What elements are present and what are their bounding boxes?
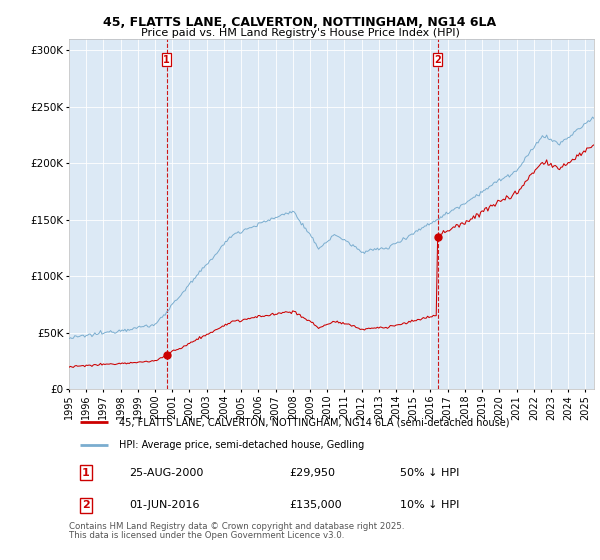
Text: 1: 1 [82, 468, 90, 478]
Text: 2: 2 [82, 500, 90, 510]
Text: 10% ↓ HPI: 10% ↓ HPI [400, 500, 459, 510]
Text: 45, FLATTS LANE, CALVERTON, NOTTINGHAM, NG14 6LA: 45, FLATTS LANE, CALVERTON, NOTTINGHAM, … [103, 16, 497, 29]
Text: 1: 1 [163, 55, 170, 65]
Text: HPI: Average price, semi-detached house, Gedling: HPI: Average price, semi-detached house,… [119, 440, 364, 450]
Text: £135,000: £135,000 [290, 500, 342, 510]
Text: 45, FLATTS LANE, CALVERTON, NOTTINGHAM, NG14 6LA (semi-detached house): 45, FLATTS LANE, CALVERTON, NOTTINGHAM, … [119, 417, 509, 427]
Text: This data is licensed under the Open Government Licence v3.0.: This data is licensed under the Open Gov… [69, 531, 344, 540]
Text: Price paid vs. HM Land Registry's House Price Index (HPI): Price paid vs. HM Land Registry's House … [140, 28, 460, 38]
Text: 50% ↓ HPI: 50% ↓ HPI [400, 468, 459, 478]
Text: 2: 2 [434, 55, 441, 65]
Text: Contains HM Land Registry data © Crown copyright and database right 2025.: Contains HM Land Registry data © Crown c… [69, 522, 404, 531]
Text: 01-JUN-2016: 01-JUN-2016 [130, 500, 200, 510]
Text: £29,950: £29,950 [290, 468, 335, 478]
Text: 25-AUG-2000: 25-AUG-2000 [130, 468, 204, 478]
